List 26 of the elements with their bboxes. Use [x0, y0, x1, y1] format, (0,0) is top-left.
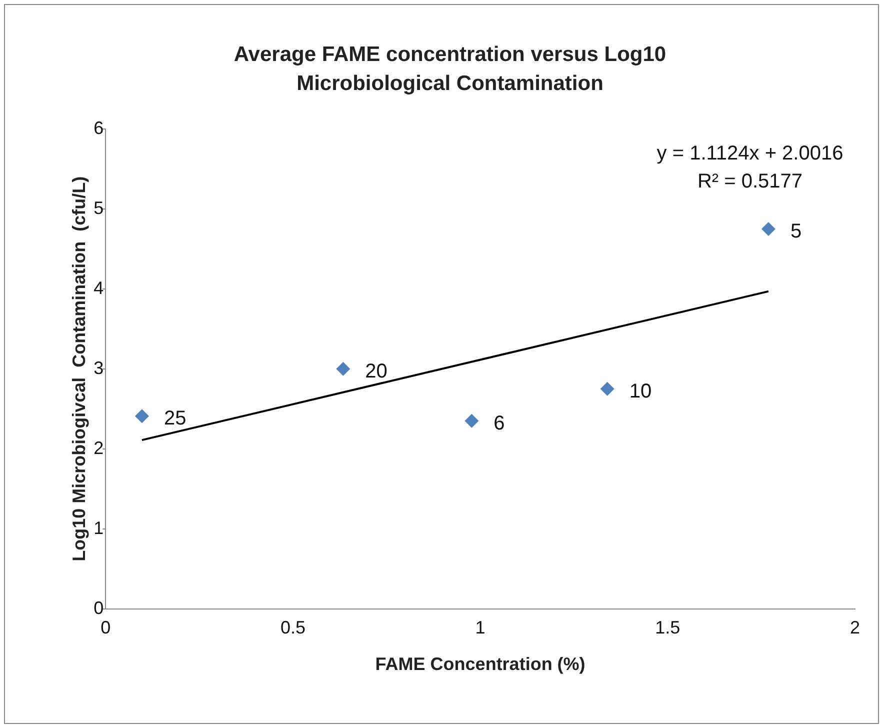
x-tick-label: 0.5 — [280, 618, 306, 638]
point — [600, 382, 614, 396]
annotation: 5 — [790, 220, 802, 242]
annotation: R² = 0.5177 — [697, 170, 803, 193]
y-tick-label: 4 — [94, 278, 104, 298]
y-tick-label: 3 — [94, 358, 104, 378]
y-tick-label: 1 — [94, 518, 104, 538]
y-tick-label: 0 — [94, 598, 104, 618]
annotation: 10 — [629, 380, 652, 402]
point — [464, 414, 479, 428]
x-tick-label: 1.5 — [655, 618, 680, 638]
point — [336, 362, 350, 376]
x-tick-label: 2 — [850, 618, 860, 638]
annotation: y = 1.1124x + 2.0016 — [656, 142, 844, 165]
y-tick-label: 2 — [94, 438, 104, 458]
x-axis-title: FAME Concentration (%) — [375, 654, 586, 674]
y-tick-label: 6 — [94, 118, 104, 138]
annotation: 25 — [164, 408, 186, 430]
annotation: 6 — [494, 412, 505, 434]
y-tick-label: 5 — [94, 198, 104, 218]
annotation: 20 — [365, 360, 388, 382]
x-tick-label: 1 — [475, 618, 486, 638]
point — [761, 222, 776, 236]
point — [134, 409, 149, 424]
chart-title: Average FAME concentration versus Log10 Microbiological Contamination — [232, 42, 668, 97]
y-axis-title: Log10 Microbiogivcal Contamination (cfu/L) — [68, 176, 89, 562]
